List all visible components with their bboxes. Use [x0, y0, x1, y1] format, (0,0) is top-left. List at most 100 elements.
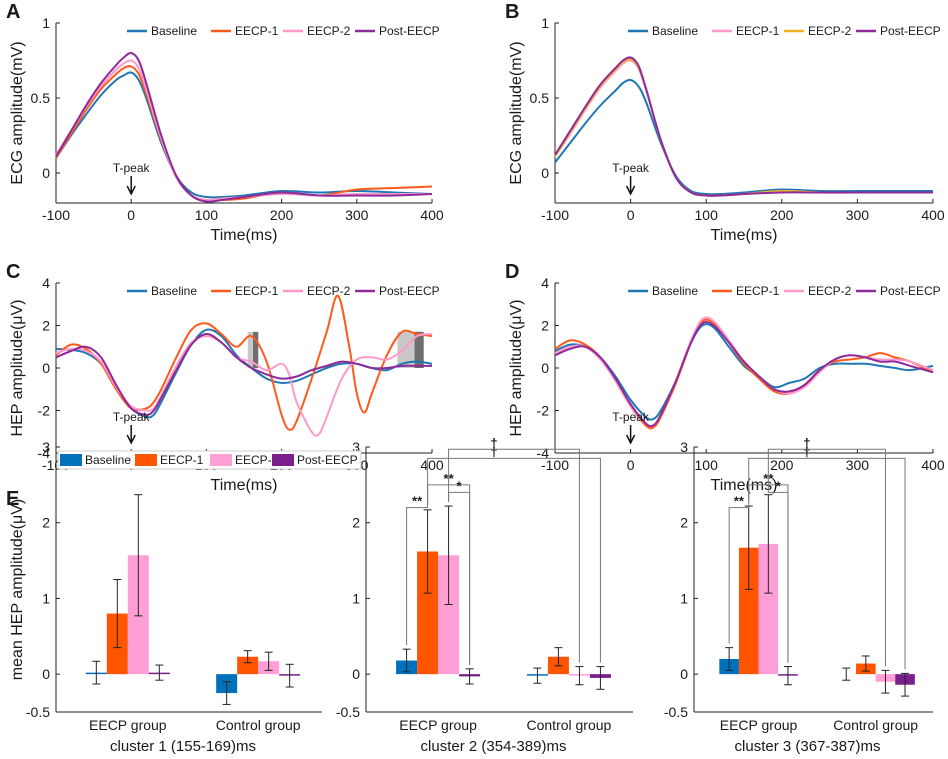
group-label: EECP group	[720, 717, 798, 733]
y-tick-label: 2	[42, 515, 50, 531]
cluster-title: cluster 3 (367-387)ms	[735, 738, 881, 755]
bar-legend-swatch	[210, 454, 232, 466]
x-tick-label: 100	[195, 207, 219, 223]
series-line-baseline	[554, 323, 934, 421]
series-line-eecp-1	[55, 65, 433, 202]
y-tick-label: 0	[541, 360, 549, 376]
x-tick-label: 300	[345, 207, 369, 223]
significance-label: †	[490, 435, 497, 450]
cluster-title: cluster 1 (155-169)ms	[110, 738, 256, 755]
chart-e2: -0.5 0 1 2 3 EECP group Control group cluster 2…	[336, 435, 633, 755]
y-tick-label: 0	[352, 666, 360, 682]
legend-label: Post-EECP	[379, 24, 440, 38]
y-tick-label: 0	[541, 165, 549, 181]
x-tick-label: 300	[846, 207, 870, 223]
group-label: Control group	[833, 717, 918, 733]
y-tick-label: -0.5	[664, 704, 688, 720]
bar-eecp-1	[237, 656, 259, 675]
y-tick-label: -2	[537, 403, 550, 419]
significance-label: *	[776, 478, 782, 493]
y-tick-label: 1	[541, 15, 549, 31]
y-tick-label: 2	[541, 318, 549, 334]
panel-letter-d: D	[505, 261, 519, 283]
y-axis-title: HEP amplitude(μV)	[9, 300, 26, 437]
significance-bracket	[748, 457, 906, 670]
y-axis-title: ECG amplitude(mV)	[9, 41, 26, 184]
y-tick-label: -0.5	[336, 704, 360, 720]
y-tick-label: 2	[680, 515, 688, 531]
t-peak-label: T-peak	[612, 161, 650, 175]
x-tick-label: 400	[921, 207, 945, 223]
bar-legend-label: EECP-2	[235, 453, 279, 467]
panel-letter-b: B	[505, 1, 519, 23]
y-tick-label: 4	[42, 275, 50, 291]
t-peak-label: T-peak	[612, 410, 650, 424]
y-axis-title: ECG amplitude(mV)	[508, 41, 525, 184]
x-tick-label: 100	[695, 457, 719, 473]
significance-label: *	[457, 478, 463, 493]
shaded-cluster-1-dark	[253, 331, 259, 368]
x-tick-label: 100	[695, 207, 719, 223]
series-line-post-eecp	[554, 320, 934, 428]
y-tick-label: 1	[352, 590, 360, 606]
x-axis-title: Time(ms)	[711, 227, 778, 244]
x-axis-title: Time(ms)	[211, 477, 278, 494]
series-line-eecp-1	[554, 59, 933, 197]
significance-label: †	[803, 435, 810, 450]
bar-legend-label: Baseline	[85, 453, 131, 467]
series-line-eecp-2	[554, 57, 933, 197]
x-tick-label: 300	[846, 457, 870, 473]
legend-label: Post-EECP	[880, 284, 941, 298]
series-line-eecp-2	[55, 59, 432, 202]
group-label: Control group	[527, 717, 612, 733]
legend-label: Baseline	[151, 24, 197, 38]
significance-label: †	[803, 444, 810, 459]
x-axis-title: Time(ms)	[711, 477, 778, 494]
bar-legend: Baseline EECP-1 EECP-2 Post-EECP	[57, 450, 362, 470]
y-tick-label: 1	[42, 590, 50, 606]
legend-label: EECP-2	[307, 284, 351, 298]
x-tick-label: 0	[627, 457, 635, 473]
legend-label: Baseline	[652, 284, 698, 298]
significance-bracket	[728, 502, 750, 644]
x-tick-label: -100	[42, 207, 70, 223]
chart-b: -100 0 100 200 300 400 0 0.5 1 Time(ms) ECG amplit…	[508, 15, 945, 244]
y-tick-label: 2	[352, 515, 360, 531]
down-arrow-icon	[625, 185, 636, 196]
y-tick-label: 4	[541, 275, 549, 291]
y-tick-label: 1	[42, 15, 50, 31]
y-tick-label: 0	[42, 165, 50, 181]
y-tick-label: -2	[38, 403, 51, 419]
x-tick-label: 400	[420, 207, 444, 223]
x-tick-label: 400	[921, 457, 945, 473]
series-line-baseline	[55, 328, 433, 419]
panel-letter-c: C	[6, 261, 20, 283]
y-tick-label: 0	[42, 360, 50, 376]
legend-label: EECP-2	[808, 24, 852, 38]
y-axis-title: mean HEP amplitude(μV)	[9, 499, 26, 680]
legend-label: EECP-1	[235, 284, 279, 298]
legend-label: EECP-2	[307, 24, 351, 38]
group-label: EECP group	[399, 717, 477, 733]
bar-legend-swatch	[60, 454, 82, 466]
significance-bracket	[406, 505, 429, 646]
bar-eecp-2	[758, 543, 779, 675]
significance-label: **	[412, 494, 423, 509]
y-tick-label: 0.5	[530, 90, 550, 106]
legend-label: EECP-1	[736, 24, 780, 38]
significance-bracket	[427, 457, 601, 663]
down-arrow-icon	[126, 185, 136, 196]
y-tick-label: 2	[42, 318, 50, 334]
x-tick-label: 200	[270, 207, 294, 223]
bar-eecp-1	[738, 547, 759, 675]
t-peak-label: T-peak	[113, 410, 151, 424]
x-tick-label: 0	[127, 207, 135, 223]
y-tick-label: 0	[42, 666, 50, 682]
x-tick-label: 0	[627, 207, 635, 223]
group-label: Control group	[216, 717, 301, 733]
y-tick-label: 3	[680, 439, 688, 455]
chart-a: -100 0 100 200 300 400 0 0.5 1 Time(ms) ECG amplit…	[9, 15, 444, 244]
bar-legend-swatch	[272, 454, 294, 466]
legend-label: Baseline	[652, 24, 698, 38]
